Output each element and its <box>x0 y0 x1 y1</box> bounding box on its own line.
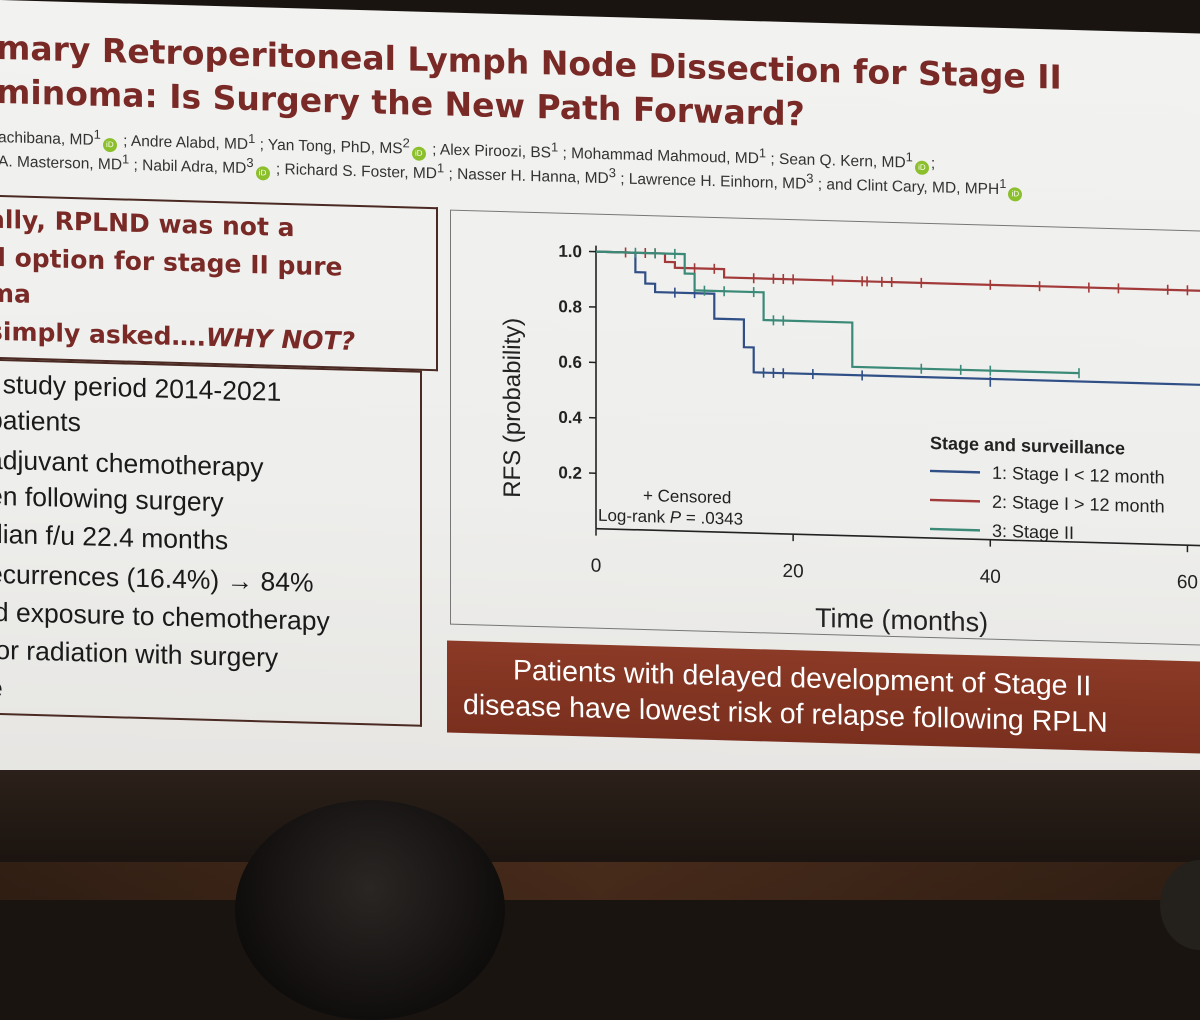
question-line: d option for stage II pure <box>0 243 343 282</box>
logrank-p: P <box>670 508 682 527</box>
affiliation-sup: 1 <box>437 160 444 175</box>
affiliation-sup: 2 <box>403 135 410 150</box>
km-series-line-3 <box>596 252 1079 373</box>
affiliation-sup: 1 <box>122 151 129 166</box>
legend-swatch-2 <box>930 500 980 501</box>
legend-swatch-3 <box>930 529 980 530</box>
affiliation-sup: 1 <box>999 176 1006 191</box>
finding-line: adjuvant chemotherapy <box>0 445 263 484</box>
km-series-line-2 <box>596 252 1200 292</box>
y-tick-label: 0.8 <box>558 297 582 317</box>
affiliation-sup: 1 <box>94 127 101 142</box>
author: ; Andre Alabd, MD <box>123 133 248 153</box>
author: ; Richard S. Foster, MD <box>276 161 437 182</box>
finding-line: patients <box>0 405 81 439</box>
question-line: ally, RPLND was not a <box>0 205 295 243</box>
room-wall <box>0 862 1200 900</box>
question-box: ally, RPLND was not a d option for stage… <box>0 195 438 372</box>
affiliation-sup: 3 <box>609 165 616 180</box>
finding-line: dian f/u 22.4 months <box>0 519 228 557</box>
question-emphasis: WHY NOT? <box>206 323 355 356</box>
y-tick-label: 0.4 <box>558 408 582 428</box>
question-line: simply asked….WHY NOT? <box>0 317 355 356</box>
legend-title: Stage and surveillance <box>930 433 1125 458</box>
orcid-icon: iD <box>256 166 270 180</box>
author: achibana, MD <box>0 129 94 149</box>
author: ; Nabil Adra, MD <box>134 157 247 177</box>
affiliation-sup: 1 <box>759 145 766 160</box>
x-tick-label: 40 <box>980 566 1001 588</box>
legend-label-3: 3: Stage II <box>992 521 1074 543</box>
x-axis-title: Time (months) <box>815 603 988 638</box>
conclusion-banner: Patients with delayed development of Sta… <box>447 640 1200 754</box>
slide: mary Retroperitoneal Lymph Node Dissecti… <box>0 0 1200 824</box>
author: ; Nasser H. Hanna, MD <box>448 166 608 187</box>
censored-note: + Censored <box>643 486 731 507</box>
question-line: ma <box>0 279 31 309</box>
y-tick-label: 0.6 <box>558 352 582 372</box>
logrank-prefix: Log-rank <box>598 506 670 527</box>
author: ; Alex Piroozi, BS <box>432 141 551 161</box>
findings-box: t study period 2014-2021 patients adjuva… <box>0 359 422 727</box>
legend-label-2: 2: Stage I > 12 month <box>992 492 1165 517</box>
finding-line: /or radiation with surgery <box>0 635 278 674</box>
legend-label-1: 1: Stage I < 12 month <box>992 463 1165 488</box>
affiliation-sup: 3 <box>806 171 813 186</box>
author: ; Sean Q. Kern, MD <box>770 151 905 172</box>
author: ; Yan Tong, PhD, MS <box>260 136 403 157</box>
finding-line: en following surgery <box>0 481 224 519</box>
author-separator: ; <box>931 155 935 172</box>
finding-line: ecurrences (16.4%) → 84% <box>0 559 314 599</box>
finding-line: id exposure to chemotherapy <box>0 597 330 638</box>
x-axis-line <box>596 529 1200 546</box>
legend-swatch-1 <box>930 471 980 472</box>
audience-head <box>235 800 505 1020</box>
y-tick-label: 0.2 <box>558 463 582 483</box>
affiliation-sup: 1 <box>248 131 255 146</box>
orcid-icon: iD <box>1008 187 1022 201</box>
finding-line: e <box>0 673 3 704</box>
affiliation-sup: 1 <box>906 149 913 164</box>
affiliation-sup: 3 <box>246 155 253 170</box>
km-survival-chart: 1.0 0.8 0.6 0.4 0.2 0 20 40 60 Time (months) RFS (… <box>450 210 1200 644</box>
x-tick-label: 20 <box>783 561 804 583</box>
author: ; and Clint Cary, MD, MPH <box>818 176 999 198</box>
x-tick-label: 60 <box>1177 572 1198 594</box>
y-axis-title: RFS (probability) <box>499 317 526 498</box>
logrank-note: Log-rank P = .0343 <box>598 506 743 529</box>
y-tick-label: 1.0 <box>558 242 582 262</box>
question-prefix: simply asked…. <box>0 317 206 352</box>
x-tick-label: 0 <box>591 556 602 577</box>
finding-line: t study period 2014-2021 <box>0 369 281 408</box>
author: ; Lawrence H. Einhorn, MD <box>620 170 806 192</box>
author: A. Masterson, MD <box>0 153 122 173</box>
affiliation-sup: 1 <box>551 139 558 154</box>
logrank-value: = .0343 <box>681 508 743 529</box>
